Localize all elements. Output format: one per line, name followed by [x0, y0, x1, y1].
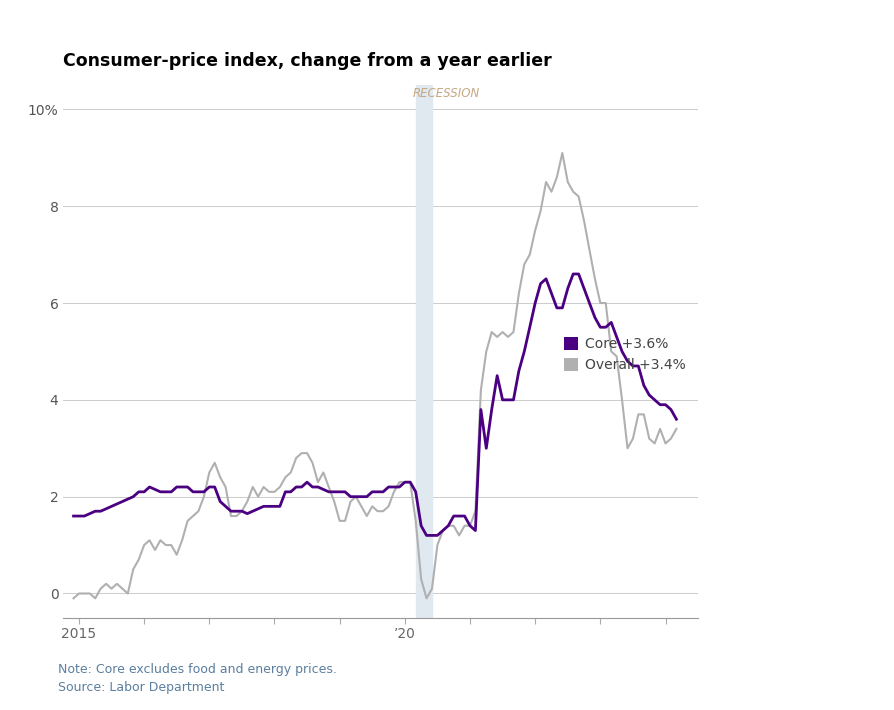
Bar: [416, 85, 432, 618]
Text: Source: Labor Department: Source: Labor Department: [58, 682, 224, 694]
Text: RECESSION: RECESSION: [412, 87, 479, 99]
Legend: Core +3.6%, Overall +3.4%: Core +3.6%, Overall +3.4%: [558, 332, 690, 378]
Text: Consumer-price index, change from a year earlier: Consumer-price index, change from a year…: [63, 52, 551, 70]
Text: Note: Core excludes food and energy prices.: Note: Core excludes food and energy pric…: [58, 663, 337, 676]
